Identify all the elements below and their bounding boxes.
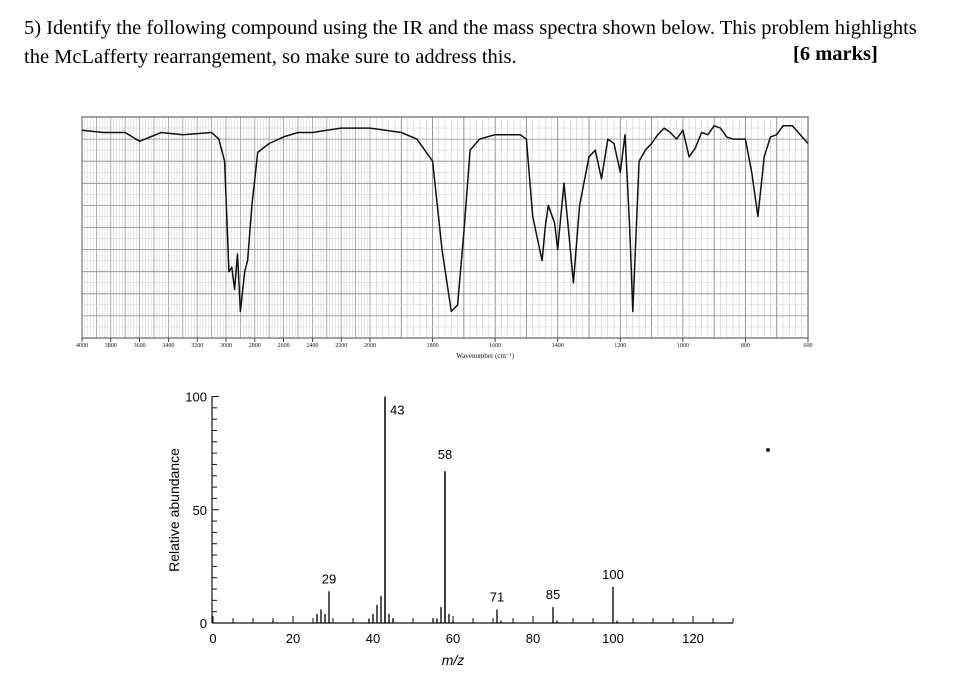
ms-x-tick-label: 40 bbox=[366, 631, 380, 646]
ms-peak-label: 29 bbox=[322, 571, 336, 586]
ms-y-tick-label: 100 bbox=[185, 390, 207, 405]
ms-x-tick-label: 80 bbox=[526, 631, 540, 646]
ir-x-tick-label: 4000 bbox=[76, 343, 88, 349]
ir-x-tick-label: 1400 bbox=[552, 343, 564, 349]
ir-x-tick-label: 600 bbox=[804, 343, 813, 349]
ms-y-tick-label: 50 bbox=[193, 503, 207, 518]
ms-y-tick-label: 0 bbox=[200, 616, 207, 631]
ir-x-tick-label: 3800 bbox=[105, 343, 117, 349]
ir-spectrum-trace bbox=[81, 125, 809, 313]
ir-x-tick-label: 2400 bbox=[306, 343, 318, 349]
ir-x-tick-label: 3200 bbox=[191, 343, 203, 349]
ms-x-tick-label: 60 bbox=[446, 631, 460, 646]
ir-x-tick-label: 1800 bbox=[427, 343, 439, 349]
ir-x-axis-label: Wavenumber (cm⁻¹) bbox=[456, 352, 515, 360]
ms-x-tick-label: 120 bbox=[682, 631, 704, 646]
ms-y-axis-label: Relative abundance bbox=[166, 448, 182, 572]
marks-label: [6 marks] bbox=[793, 43, 878, 65]
question-text: 5) Identify the following compound using… bbox=[24, 14, 964, 72]
ir-x-tick-label: 2600 bbox=[278, 343, 290, 349]
stray-dot bbox=[766, 448, 770, 452]
ms-x-tick-label: 20 bbox=[286, 631, 300, 646]
ms-peak-label: 43 bbox=[390, 403, 404, 418]
question-line-1: 5) Identify the following compound using… bbox=[24, 17, 917, 39]
ms-x-tick-label: 0 bbox=[209, 631, 216, 646]
ir-x-tick-label: 3400 bbox=[162, 343, 174, 349]
question-line-2: the McLafferty rearrangement, so make su… bbox=[24, 46, 517, 68]
ms-x-axis-label: m/z bbox=[442, 652, 465, 668]
ms-peak-label: 85 bbox=[546, 587, 560, 602]
ms-peak-label: 71 bbox=[490, 589, 504, 604]
ms-peak-label: 100 bbox=[602, 567, 624, 582]
ir-x-tick-label: 800 bbox=[741, 343, 750, 349]
ir-x-tick-label: 2200 bbox=[335, 343, 347, 349]
ms-peak-label: 58 bbox=[438, 447, 452, 462]
ir-x-tick-label: 2000 bbox=[364, 343, 376, 349]
ms-x-tick-label: 100 bbox=[602, 631, 624, 646]
ir-x-tick-label: 1600 bbox=[489, 343, 501, 349]
ir-x-tick-label: 1000 bbox=[677, 343, 689, 349]
ir-x-tick-label: 2800 bbox=[249, 343, 261, 349]
ir-x-tick-label: 3000 bbox=[220, 343, 232, 349]
ir-x-tick-label: 1200 bbox=[614, 343, 626, 349]
ir-x-tick-label: 3600 bbox=[134, 343, 146, 349]
